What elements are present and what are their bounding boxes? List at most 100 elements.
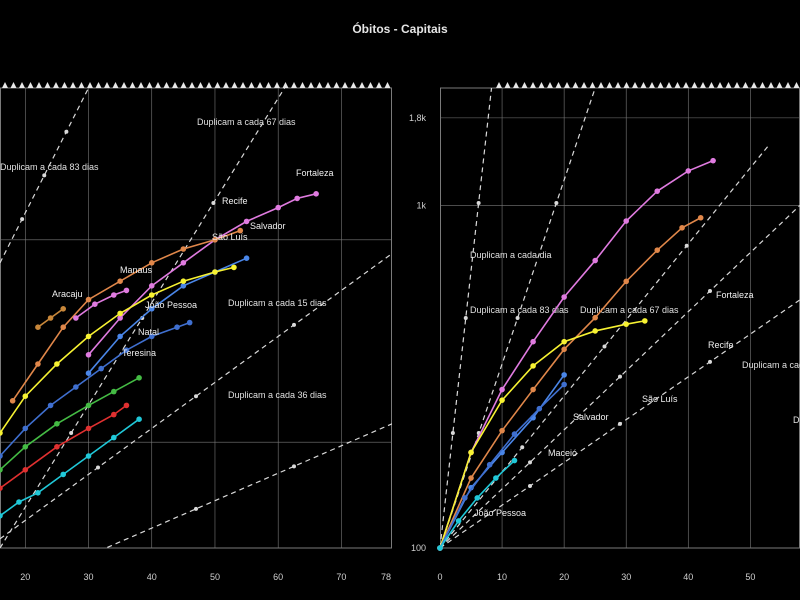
marker-triangle bbox=[146, 82, 153, 88]
doubling-guide-label: Duplicam a cada 67 dias bbox=[580, 305, 679, 315]
marker-triangle bbox=[615, 82, 621, 88]
data-point bbox=[592, 257, 598, 264]
marker-triangle bbox=[751, 82, 757, 88]
marker-triangle bbox=[70, 82, 76, 88]
data-point bbox=[148, 306, 155, 312]
marker-triangle bbox=[776, 82, 783, 88]
data-point bbox=[679, 224, 685, 231]
marker-triangle bbox=[95, 82, 102, 88]
doubling-guide-label: Duplicam a cada 83 dias bbox=[470, 305, 569, 315]
data-point bbox=[35, 490, 41, 496]
data-point bbox=[85, 333, 92, 340]
data-point bbox=[561, 338, 567, 345]
marker-triangle bbox=[325, 82, 331, 88]
doubling-guide-point bbox=[450, 431, 455, 435]
doubling-guide-point bbox=[463, 316, 468, 320]
data-point bbox=[0, 485, 3, 491]
data-point bbox=[123, 347, 130, 354]
marker-triangle bbox=[274, 82, 280, 88]
data-point bbox=[685, 168, 692, 174]
x-tick-label: 30 bbox=[621, 572, 631, 582]
data-point bbox=[123, 287, 130, 294]
series-label: Aracaju bbox=[52, 289, 83, 299]
series-label: Fortaleza bbox=[716, 290, 754, 300]
doubling-guide-label: Duplicam a cada 83 dias bbox=[0, 162, 99, 172]
marker-triangle bbox=[785, 82, 791, 88]
series-label: Fortaleza bbox=[296, 168, 334, 178]
data-point bbox=[486, 461, 493, 468]
data-point bbox=[186, 319, 193, 326]
marker-triangle bbox=[291, 82, 297, 88]
data-point bbox=[60, 471, 67, 478]
series-line bbox=[439, 320, 645, 549]
doubling-guide-point bbox=[708, 359, 712, 364]
series-label: Maceió bbox=[548, 448, 577, 458]
marker-triangle bbox=[112, 82, 119, 88]
data-point bbox=[22, 444, 29, 450]
marker-triangle bbox=[657, 82, 664, 88]
marker-triangle bbox=[214, 82, 221, 88]
marker-triangle bbox=[674, 82, 681, 88]
marker-triangle bbox=[496, 82, 502, 88]
series-teresina: Teresina bbox=[0, 348, 156, 491]
doubling-guide-line bbox=[0, 87, 90, 264]
data-point bbox=[313, 191, 319, 197]
x-tick-label: 50 bbox=[745, 572, 755, 582]
data-point bbox=[35, 324, 41, 331]
series-macei- bbox=[0, 416, 142, 519]
series-recife: Recife bbox=[437, 214, 734, 551]
data-point bbox=[22, 425, 29, 432]
series-manaus: Manaus bbox=[73, 265, 153, 321]
data-point bbox=[462, 495, 468, 501]
marker-triangle bbox=[504, 82, 511, 88]
marker-triangle bbox=[36, 82, 42, 88]
marker-triangle bbox=[376, 82, 382, 88]
marker-triangle bbox=[793, 82, 800, 88]
data-point bbox=[22, 467, 29, 473]
data-point bbox=[85, 402, 92, 409]
series-natal: Natal bbox=[0, 327, 159, 473]
doubling-guide-point bbox=[292, 464, 296, 469]
data-point bbox=[98, 365, 104, 372]
data-point bbox=[592, 328, 598, 334]
doubling-guide-line bbox=[440, 144, 770, 548]
doubling-guide-point bbox=[69, 431, 74, 435]
data-point bbox=[60, 306, 67, 312]
data-point bbox=[455, 518, 462, 524]
data-point bbox=[35, 361, 41, 367]
data-point bbox=[22, 393, 29, 400]
data-point bbox=[499, 427, 505, 434]
marker-triangle bbox=[691, 82, 698, 88]
series-label: Natal bbox=[138, 327, 159, 337]
x-tick-label: 50 bbox=[210, 572, 220, 582]
x-tick-label: 20 bbox=[20, 572, 30, 582]
marker-triangle bbox=[521, 82, 528, 88]
data-point bbox=[623, 218, 630, 224]
marker-triangle bbox=[78, 82, 85, 88]
doubling-guide-point bbox=[194, 394, 198, 399]
marker-triangle bbox=[231, 82, 238, 88]
series-label: São Luís bbox=[642, 394, 678, 404]
marker-triangle bbox=[282, 82, 289, 88]
marker-triangle bbox=[53, 82, 59, 88]
page-title: Óbitos - Capitais bbox=[352, 22, 448, 36]
data-point bbox=[54, 421, 60, 427]
marker-triangle bbox=[104, 82, 110, 88]
data-point bbox=[530, 363, 536, 369]
data-point bbox=[623, 278, 630, 285]
marker-triangle bbox=[129, 82, 136, 88]
marker-triangle bbox=[564, 82, 570, 88]
doubling-guide-point bbox=[602, 344, 607, 349]
marker-triangle bbox=[189, 82, 195, 88]
x-tick-label: 10 bbox=[497, 572, 507, 582]
data-point bbox=[654, 188, 661, 194]
series-fortaleza: Fortaleza bbox=[85, 168, 334, 358]
series-line bbox=[439, 383, 565, 549]
series-label: Recife bbox=[222, 196, 248, 206]
marker-triangle bbox=[547, 82, 553, 88]
data-point bbox=[92, 301, 98, 308]
marker-triangle bbox=[768, 82, 774, 88]
doubling-guide-point bbox=[20, 217, 25, 222]
data-point bbox=[561, 372, 567, 378]
